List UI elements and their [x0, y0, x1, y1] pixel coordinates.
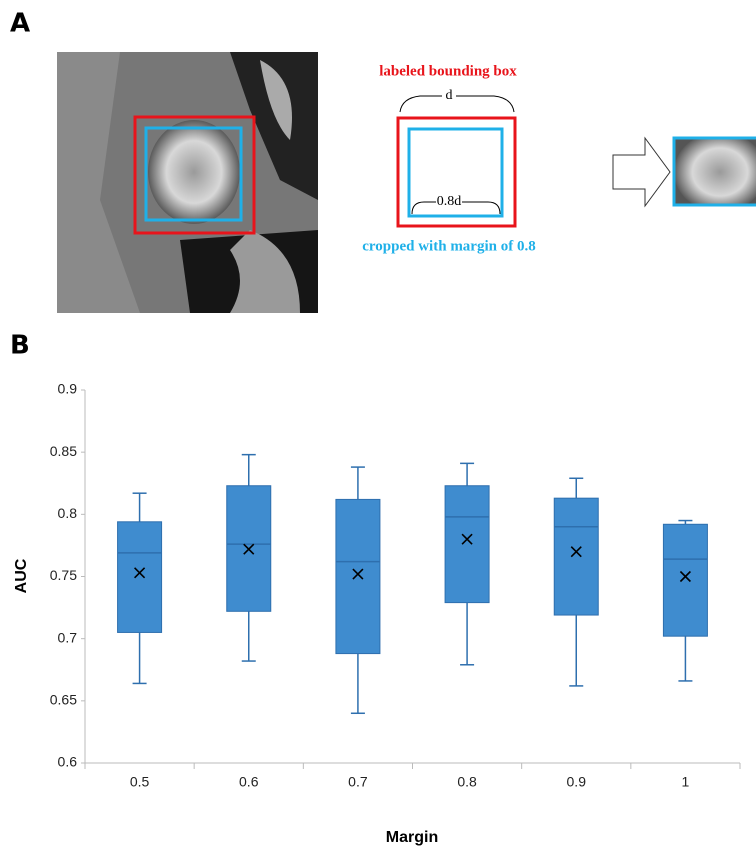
crop-label: cropped with margin of 0.8: [362, 238, 535, 254]
y-tick-label: 0.65: [50, 692, 77, 708]
y-axis-title: AUC: [13, 558, 30, 593]
box: [336, 499, 380, 653]
ct-image: [57, 52, 318, 313]
box: [663, 524, 707, 636]
y-tick-label: 0.8: [58, 505, 78, 521]
x-axis-title: Margin: [386, 829, 438, 846]
x-tick-label: 0.5: [130, 774, 150, 790]
y-tick-label: 0.6: [58, 754, 78, 770]
box: [554, 498, 598, 615]
y-tick-label: 0.9: [58, 381, 78, 397]
inner-size: 0.8d: [437, 194, 462, 209]
bounding-box-diagram: [398, 118, 515, 226]
panel-label: B: [10, 331, 30, 361]
x-tick-label: 0.7: [348, 774, 368, 790]
y-tick-label: 0.7: [58, 629, 78, 645]
x-tick-label: 1: [682, 774, 690, 790]
outer-size: d: [446, 88, 453, 103]
x-tick-label: 0.8: [457, 774, 477, 790]
cropped-thumbnail: [673, 132, 756, 212]
arrow: [613, 138, 670, 206]
figure: A labeled bounding box d 0.8d cropped wi…: [0, 0, 756, 855]
box: [445, 486, 489, 603]
x-tick-label: 0.9: [567, 774, 587, 790]
brace: [400, 96, 514, 112]
plot: 0.6 0.65 0.7 0.75 0.8 0.85 0.9 0.5 0.6 0.7 0.8 0.9 1: [50, 381, 740, 790]
y-tick-label: 0.75: [50, 567, 77, 583]
y-tick-label: 0.85: [50, 443, 77, 459]
x-tick-label: 0.6: [239, 774, 259, 790]
panel-label: A: [10, 9, 30, 39]
box: [118, 522, 162, 633]
box-label: labeled bounding box: [379, 63, 517, 79]
